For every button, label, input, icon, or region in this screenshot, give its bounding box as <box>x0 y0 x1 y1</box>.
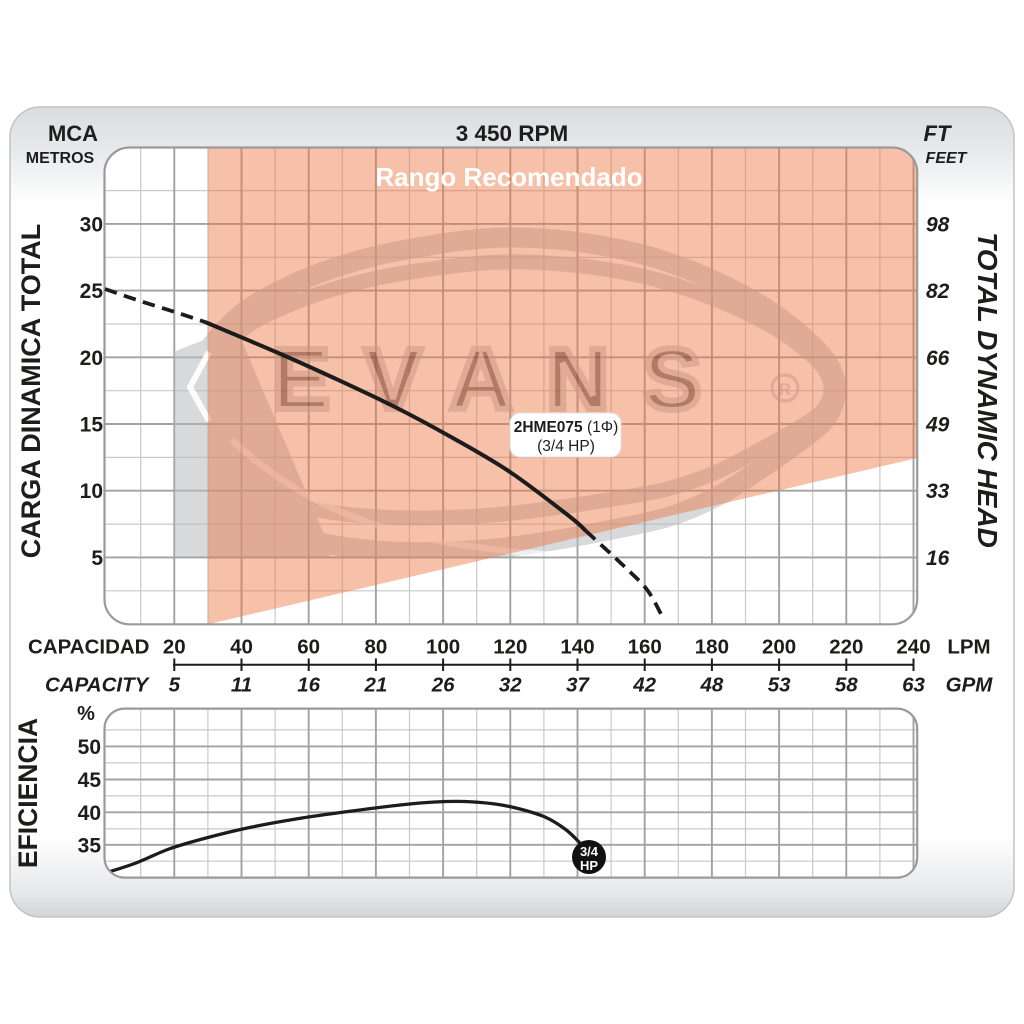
svg-text:26: 26 <box>431 674 455 697</box>
svg-text:25: 25 <box>80 280 104 303</box>
svg-text:FT: FT <box>924 121 952 146</box>
svg-text:GPM: GPM <box>946 674 994 697</box>
svg-text:16: 16 <box>926 547 950 570</box>
svg-text:HP: HP <box>580 858 598 873</box>
svg-text:5: 5 <box>169 674 181 697</box>
svg-text:40: 40 <box>230 636 253 659</box>
svg-text:58: 58 <box>835 674 858 697</box>
svg-text:TOTAL DYNAMIC HEAD: TOTAL DYNAMIC HEAD <box>972 232 1003 548</box>
svg-text:R: R <box>779 380 791 399</box>
svg-text:EFICIENCIA: EFICIENCIA <box>13 718 43 868</box>
svg-text:LPM: LPM <box>947 636 990 659</box>
svg-text:82: 82 <box>926 280 950 303</box>
svg-text:220: 220 <box>829 636 863 659</box>
svg-text:CAPACIDAD: CAPACIDAD <box>28 636 149 659</box>
svg-text:%: % <box>77 703 95 725</box>
svg-text:66: 66 <box>926 347 950 370</box>
svg-text:35: 35 <box>78 834 102 857</box>
svg-text:98: 98 <box>926 213 950 236</box>
svg-text:3 450 RPM: 3 450 RPM <box>456 121 569 146</box>
svg-text:2HME075 (1Φ): 2HME075 (1Φ) <box>514 419 619 436</box>
svg-text:FEET: FEET <box>926 150 968 167</box>
svg-text:49: 49 <box>925 414 950 437</box>
svg-text:CAPACITY: CAPACITY <box>45 674 151 697</box>
svg-text:20: 20 <box>163 636 186 659</box>
svg-text:EVANS: EVANS <box>272 331 735 428</box>
svg-text:45: 45 <box>78 769 102 792</box>
svg-text:(3/4 HP): (3/4 HP) <box>537 438 595 455</box>
svg-text:40: 40 <box>78 802 101 825</box>
svg-text:CARGA DINAMICA TOTAL: CARGA DINAMICA TOTAL <box>16 224 46 558</box>
svg-text:15: 15 <box>80 414 104 437</box>
svg-text:16: 16 <box>297 674 320 697</box>
svg-text:80: 80 <box>364 636 387 659</box>
svg-text:37: 37 <box>566 674 590 697</box>
svg-text:11: 11 <box>231 674 252 697</box>
svg-text:63: 63 <box>902 674 925 697</box>
svg-text:10: 10 <box>80 480 103 503</box>
svg-text:33: 33 <box>926 480 950 503</box>
svg-text:3/4: 3/4 <box>580 844 599 859</box>
svg-text:48: 48 <box>699 674 723 697</box>
svg-text:140: 140 <box>560 636 594 659</box>
svg-text:MCA: MCA <box>48 121 98 146</box>
svg-text:180: 180 <box>695 636 729 659</box>
svg-text:100: 100 <box>426 636 460 659</box>
svg-text:120: 120 <box>493 636 527 659</box>
svg-text:200: 200 <box>762 636 796 659</box>
svg-text:50: 50 <box>78 736 101 759</box>
svg-text:30: 30 <box>80 213 103 236</box>
svg-text:42: 42 <box>632 674 656 697</box>
svg-text:240: 240 <box>896 636 930 659</box>
svg-text:21: 21 <box>363 674 387 697</box>
svg-text:53: 53 <box>768 674 791 697</box>
svg-text:32: 32 <box>499 674 522 697</box>
svg-text:160: 160 <box>628 636 662 659</box>
svg-text:Rango Recomendado: Rango Recomendado <box>375 162 642 192</box>
svg-text:5: 5 <box>91 547 103 570</box>
svg-text:20: 20 <box>80 347 103 370</box>
svg-text:60: 60 <box>297 636 320 659</box>
svg-text:METROS: METROS <box>26 150 95 167</box>
